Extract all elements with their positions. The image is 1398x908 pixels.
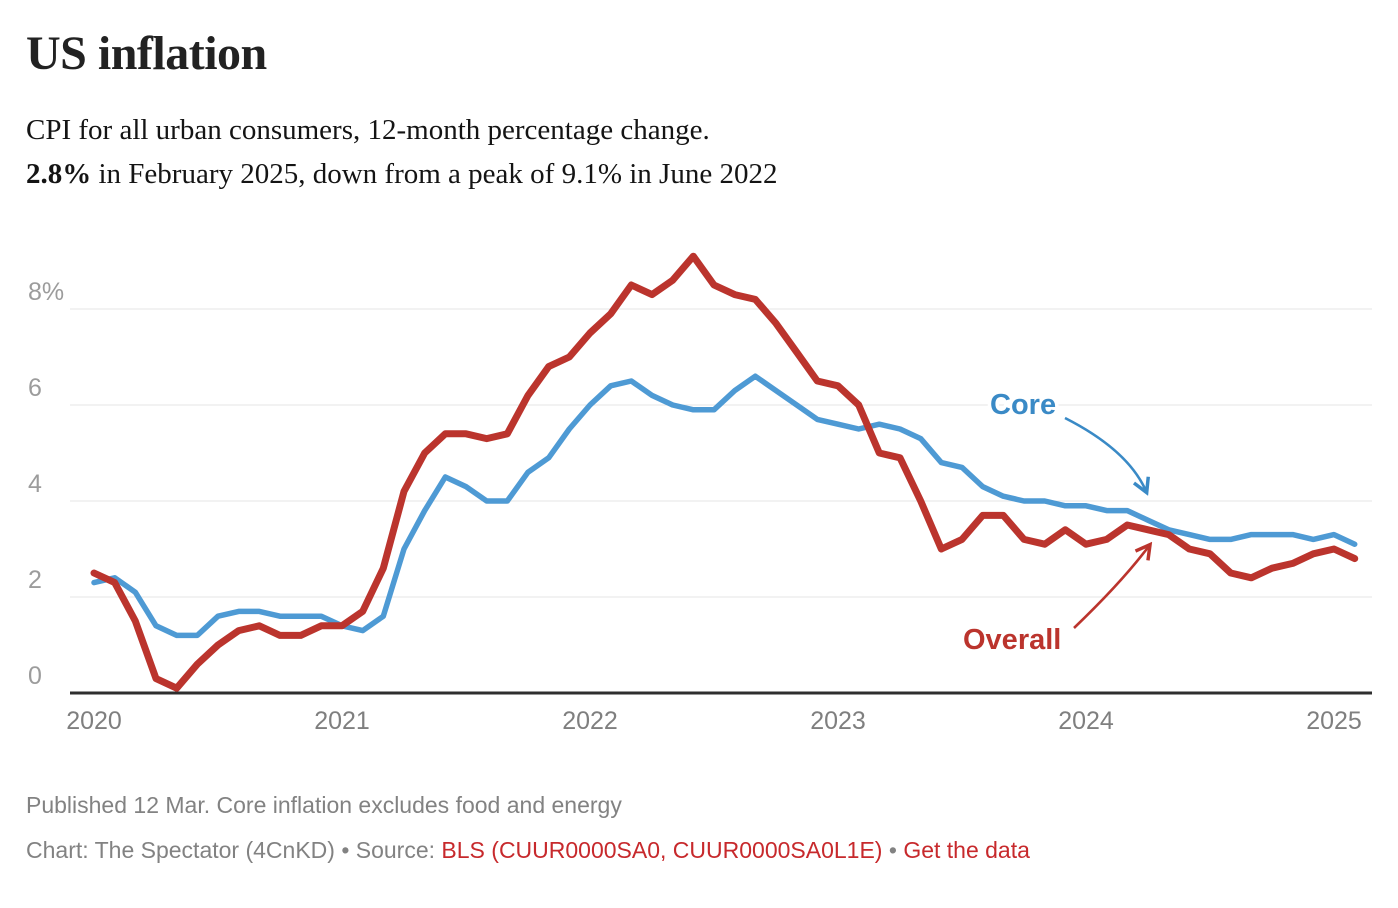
y-axis-tick-label: 0 (28, 662, 42, 690)
x-axis-tick-label: 2022 (562, 707, 618, 735)
y-axis-tick-label: 2 (28, 566, 42, 594)
y-axis-tick-label: 6 (28, 374, 42, 402)
chart-attribution: Chart: The Spectator (4CnKD) • Source: B… (26, 837, 1030, 864)
x-axis-tick-label: 2023 (810, 707, 866, 735)
y-axis-tick-label: 4 (28, 470, 42, 498)
x-axis-tick-label: 2021 (314, 707, 370, 735)
core-series-label: Core (990, 389, 1056, 421)
attribution-prefix: Chart: The Spectator (4CnKD) • Source: (26, 837, 442, 863)
chart-description-line2: in February 2025, down from a peak of 9.… (91, 158, 778, 190)
overall-series-label: Overall (963, 624, 1061, 656)
x-axis-tick-label: 2025 (1306, 707, 1362, 735)
latest-value-highlight: 2.8% (26, 158, 92, 190)
overall-series-line (90, 252, 1359, 692)
chart-footnote: Published 12 Mar. Core inflation exclude… (26, 792, 622, 818)
chart-description-line1: CPI for all urban consumers, 12-month pe… (26, 114, 710, 146)
y-axis-tick-label: 8% (28, 278, 64, 306)
overall-arrow (1073, 546, 1149, 629)
x-axis-tick-label: 2020 (66, 707, 122, 735)
chart-description: CPI for all urban consumers, 12-month pe… (26, 108, 777, 196)
core-series-line (91, 373, 1358, 639)
x-axis-tick-label: 2024 (1058, 707, 1114, 735)
source-link[interactable]: BLS (CUUR0000SA0, CUUR0000SA0L1E) (441, 837, 883, 863)
get-the-data-link[interactable]: Get the data (903, 837, 1030, 863)
core-arrow (1064, 416, 1146, 491)
page-title: US inflation (26, 27, 267, 80)
attribution-separator: • (882, 837, 904, 863)
